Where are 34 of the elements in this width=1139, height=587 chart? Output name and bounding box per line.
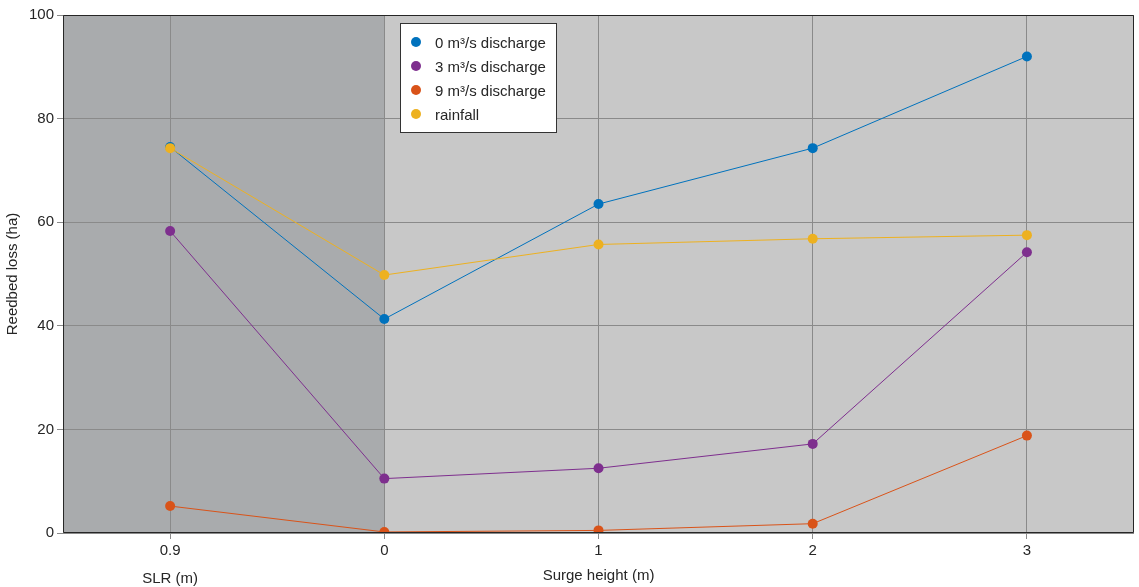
y-tick-label: 100 <box>29 5 55 23</box>
legend-label: 3 m³/s discharge <box>435 57 546 75</box>
point <box>593 239 604 250</box>
point <box>1021 430 1032 441</box>
point <box>379 270 390 281</box>
x-tick-label: 2 <box>808 541 817 559</box>
point <box>1021 247 1032 258</box>
point <box>593 199 604 210</box>
point <box>165 501 176 512</box>
legend-label: rainfall <box>435 105 480 123</box>
y-tick-label: 60 <box>37 212 55 230</box>
point <box>807 518 818 529</box>
point <box>807 233 818 244</box>
point <box>379 314 390 325</box>
x-tick-label: 3 <box>1022 541 1032 559</box>
text: SLR (m) <box>142 568 199 586</box>
point <box>379 473 390 484</box>
point <box>807 438 818 449</box>
legend-label: 9 m³/s discharge <box>435 81 546 99</box>
legend-label: 0 m³/s discharge <box>435 33 546 51</box>
y-tick-label: 40 <box>37 315 55 333</box>
point <box>165 226 176 237</box>
y-axis-title: Reedbed loss (ha) <box>3 212 21 336</box>
x-tick-label: 0.9 <box>159 541 181 559</box>
x-tick-label: 0 <box>380 541 389 559</box>
point <box>807 143 818 154</box>
y-tick-label: 0 <box>45 523 55 541</box>
point <box>1021 230 1032 241</box>
y-tick-label: 20 <box>37 419 55 437</box>
y-tick-label: 80 <box>37 108 55 126</box>
x-tick-label: 1 <box>594 541 603 559</box>
point <box>1021 51 1032 62</box>
x-axis-title: Surge height (m) <box>542 566 655 584</box>
point <box>593 463 604 474</box>
